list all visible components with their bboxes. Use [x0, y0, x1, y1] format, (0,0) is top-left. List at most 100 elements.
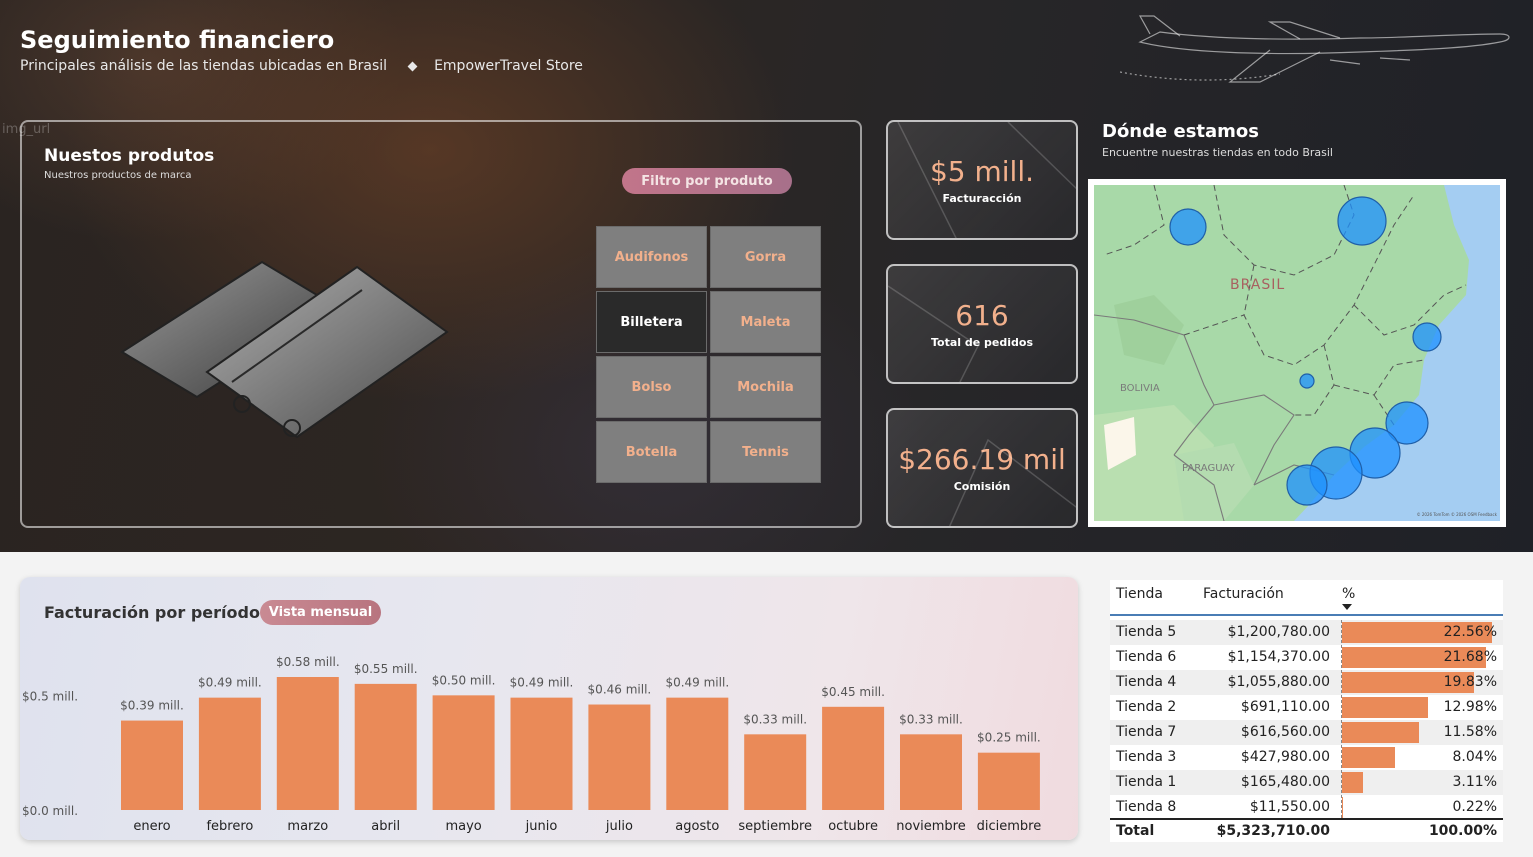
cell-pct: 12.98%: [1443, 699, 1497, 715]
cell-tienda: Tienda 8: [1116, 799, 1177, 815]
product-filter-bolso[interactable]: Bolso: [596, 356, 707, 418]
bar-diciembre: [977, 752, 1040, 810]
table-row[interactable]: Tienda 5 $1,200,780.00 22.56%: [1110, 620, 1503, 645]
table-row[interactable]: Tienda 4 $1,055,880.00 19.83%: [1110, 670, 1503, 695]
cell-facturacion: $1,200,780.00: [1227, 624, 1330, 640]
x-tick-label: junio: [525, 819, 558, 834]
data-label: $0.55 mill.: [354, 662, 418, 676]
kpi-card-facturacion: $5 mill. Facturacción: [886, 120, 1078, 240]
cell-tienda: Tienda 5: [1116, 624, 1177, 640]
cell-facturacion: $1,055,880.00: [1227, 674, 1330, 690]
kpi-label: Total de pedidos: [930, 336, 1033, 349]
header-facturacion[interactable]: Facturación: [1203, 586, 1284, 602]
product-filter-gorra[interactable]: Gorra: [710, 226, 821, 288]
store-table: Tienda Facturación % Tienda 5 $1,200,780.…: [1110, 580, 1503, 842]
map-label-paraguay: PARAGUAY: [1182, 463, 1236, 474]
x-tick-label: marzo: [287, 819, 328, 834]
table-row[interactable]: Tienda 1 $165,480.00 3.11%: [1110, 770, 1503, 795]
product-filter-billetera[interactable]: Billetera: [596, 291, 707, 353]
bar-septiembre: [744, 734, 807, 810]
cell-pct: 19.83%: [1443, 674, 1497, 690]
cell-facturacion: $427,980.00: [1240, 749, 1330, 765]
cell-tienda: Tienda 2: [1116, 699, 1177, 715]
table-row[interactable]: Tienda 2 $691,110.00 12.98%: [1110, 695, 1503, 720]
table-row[interactable]: Tienda 6 $1,154,370.00 21.68%: [1110, 645, 1503, 670]
x-tick-label: agosto: [675, 819, 719, 834]
products-subtitle: Nuestros productos de marca: [44, 170, 192, 181]
store-bubble[interactable]: [1169, 208, 1207, 246]
header-tienda[interactable]: Tienda: [1116, 586, 1163, 602]
bar-noviembre: [900, 734, 962, 810]
products-title: Nuestos produtos: [44, 146, 215, 166]
bar-abril: [354, 683, 417, 810]
cell-pct: 11.58%: [1443, 724, 1497, 740]
wallet-product-image: [120, 260, 449, 439]
cell-tienda: Tienda 3: [1116, 749, 1177, 765]
store-map[interactable]: BRASIL BOLIVIA PARAGUAY © 2026 TomTom © …: [1088, 179, 1506, 527]
store-bubble[interactable]: [1385, 401, 1429, 445]
map-attribution: © 2026 TomTom © 2026 OSM Feedback: [1417, 512, 1498, 517]
y-tick-label: $0.0 mill.: [22, 804, 78, 818]
cell-facturacion: $165,480.00: [1240, 774, 1330, 790]
cell-tienda: Tienda 4: [1116, 674, 1177, 690]
bar-mayo: [432, 695, 495, 810]
cell-pct: 0.22%: [1452, 799, 1497, 815]
product-filter-maleta[interactable]: Maleta: [710, 291, 821, 353]
cell-pct: 22.56%: [1443, 624, 1497, 640]
monthly-bar-chart: $0.0 mill. $0.5 mill. $0.39 mill. enero $0.4…: [22, 655, 1041, 834]
kpi-value: $266.19 mil: [898, 443, 1066, 476]
kpi-decoration: [888, 285, 979, 382]
product-filter-audifonos[interactable]: Audifonos: [596, 226, 707, 288]
bar-octubre: [822, 706, 885, 810]
store-bubble[interactable]: [1412, 322, 1442, 352]
cell-tienda: Tienda 1: [1116, 774, 1177, 790]
table-row[interactable]: Tienda 8 $11,550.00 0.22%: [1110, 795, 1503, 820]
subtitle-text: Principales análisis de las tiendas ubic…: [20, 58, 388, 74]
store-bubble[interactable]: [1337, 196, 1387, 246]
table-row[interactable]: Tienda 7 $616,560.00 11.58%: [1110, 720, 1503, 745]
x-tick-label: mayo: [445, 819, 481, 834]
header-pct[interactable]: %: [1342, 586, 1356, 602]
page-subtitle: Principales análisis de las tiendas ubic…: [20, 58, 583, 74]
map-label-bolivia: BOLIVIA: [1120, 383, 1160, 394]
kpi-label: Facturacción: [942, 192, 1022, 205]
data-label: $0.45 mill.: [821, 685, 885, 699]
map-canvas[interactable]: BRASIL BOLIVIA PARAGUAY © 2026 TomTom © …: [1094, 185, 1500, 521]
chart-title: Facturación por período: [44, 603, 260, 622]
x-tick-label: abril: [371, 819, 400, 834]
product-filter-grid: Audifonos Gorra Billetera Maleta Bolso Mochil…: [596, 226, 822, 483]
bar-julio: [588, 704, 651, 810]
map-subtitle: Encuentre nuestras tiendas en todo Brasi…: [1102, 146, 1333, 159]
table-row[interactable]: Tienda 3 $427,980.00 8.04%: [1110, 745, 1503, 770]
page-title: Seguimiento financiero: [20, 26, 335, 54]
data-label: $0.46 mill.: [588, 683, 652, 697]
header-banner: Seguimiento financiero Principales análi…: [0, 0, 1533, 552]
cell-pct: 3.11%: [1452, 774, 1497, 790]
total-facturacion: $5,323,710.00: [1216, 823, 1330, 839]
data-label: $0.50 mill.: [432, 673, 496, 687]
cell-pct: 8.04%: [1452, 749, 1497, 765]
data-label: $0.49 mill.: [198, 676, 262, 690]
map-label-brasil: BRASIL: [1230, 277, 1285, 293]
kpi-card-pedidos: 616 Total de pedidos: [886, 264, 1078, 384]
pct-bar: [1342, 772, 1363, 793]
monthly-view-pill: Vista mensual: [260, 600, 381, 625]
pct-bar: [1342, 622, 1492, 643]
sort-desc-icon[interactable]: [1342, 604, 1352, 610]
pct-bar: [1342, 647, 1487, 668]
pct-bar: [1342, 747, 1396, 768]
data-label: $0.25 mill.: [977, 731, 1041, 745]
x-tick-label: julio: [605, 819, 633, 834]
store-bubble[interactable]: [1299, 373, 1315, 389]
data-label: $0.49 mill.: [510, 676, 574, 690]
store-bubble[interactable]: [1286, 464, 1328, 506]
cell-tienda: Tienda 6: [1116, 649, 1177, 665]
product-filter-label: Filtro por produto: [622, 168, 792, 194]
product-filter-mochila[interactable]: Mochila: [710, 356, 821, 418]
product-filter-botella[interactable]: Botella: [596, 421, 707, 483]
product-filter-tennis[interactable]: Tennis: [710, 421, 821, 483]
bar-junio: [510, 697, 573, 810]
x-tick-label: febrero: [206, 819, 253, 834]
cell-facturacion: $1,154,370.00: [1227, 649, 1330, 665]
kpi-value: 616: [955, 299, 1009, 332]
